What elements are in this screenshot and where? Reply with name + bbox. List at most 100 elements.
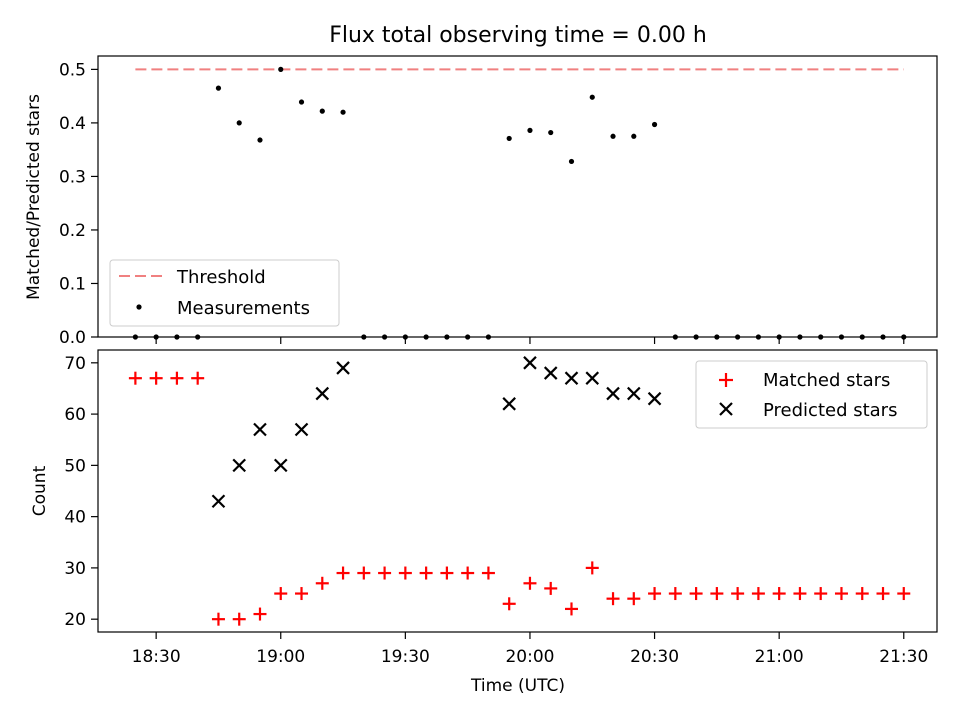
matched-star-point <box>564 602 578 616</box>
predicted-star-point <box>606 386 620 401</box>
bottom-x-tick-label: 21:30 <box>879 647 928 667</box>
bottom-axes-frame <box>97 349 938 633</box>
matched-star-point <box>232 612 246 626</box>
measurement-point <box>631 133 637 139</box>
predicted-star-point <box>585 371 600 385</box>
measurement-point <box>568 158 575 165</box>
matched-star-point <box>814 587 828 601</box>
x-axis-label: Time (UTC) <box>470 676 565 696</box>
top-y-tick-label: 0.0 <box>59 328 86 348</box>
measurement-point <box>610 133 616 139</box>
bottom-x-tick-label: 20:30 <box>630 647 679 667</box>
bottom-y-tick-label: 70 <box>64 354 86 374</box>
matched-star-point <box>149 371 163 385</box>
matched-star-point <box>855 587 869 601</box>
matched-star-point <box>461 566 475 580</box>
measurement-point <box>319 108 325 114</box>
matched-star-point <box>876 587 890 601</box>
matched-star-point <box>897 587 911 601</box>
legend-measurements-label: Measurements <box>177 298 310 319</box>
bottom-y-tick-label: 50 <box>64 456 86 476</box>
matched-star-point <box>191 371 205 385</box>
matched-star-point <box>378 566 392 580</box>
predicted-star-point <box>294 422 309 437</box>
measurement-point <box>278 66 284 72</box>
top-y-tick-label: 0.5 <box>59 60 86 80</box>
bottom-legend: Matched stars Predicted stars <box>695 360 928 429</box>
chart-title: Flux total observing time = 0.00 h <box>329 23 707 48</box>
matched-star-point <box>419 566 433 580</box>
predicted-star-point <box>523 356 537 370</box>
top-y-ticks: 0.0 0.1 0.2 0.3 0.4 0.5 <box>59 60 98 348</box>
bottom-legend-box <box>695 360 928 429</box>
bottom-y-ticks: 20 30 40 50 60 70 <box>64 354 98 630</box>
matched-star-point <box>585 561 599 575</box>
matched-star-point <box>793 587 807 601</box>
matched-stars-points <box>128 371 911 626</box>
matched-star-point <box>606 592 620 606</box>
predicted-star-point <box>253 422 267 437</box>
matched-star-point <box>668 587 682 601</box>
matched-star-point <box>274 587 288 601</box>
matched-star-point <box>523 576 537 590</box>
bottom-x-tick-label: 21:00 <box>755 647 804 667</box>
matched-star-point <box>315 576 329 590</box>
bottom-x-tick-label: 18:30 <box>132 647 181 667</box>
predicted-star-point <box>315 386 330 401</box>
top-y-tick-label: 0.4 <box>59 114 86 134</box>
matched-star-point <box>710 587 724 601</box>
measurement-point <box>340 109 346 115</box>
bottom-panel: 20 30 40 50 60 70 18:30 19:00 19:30 20:00 20:30 21… <box>30 349 938 696</box>
legend-threshold-label: Threshold <box>176 267 266 288</box>
matched-star-point <box>211 612 225 626</box>
matched-star-point <box>502 597 516 611</box>
bottom-y-tick-label: 60 <box>64 405 86 425</box>
bottom-y-tick-label: 20 <box>64 610 86 630</box>
predicted-stars-points <box>211 356 662 509</box>
matched-star-point <box>689 587 703 601</box>
measurement-points <box>132 66 907 340</box>
matched-star-point <box>481 566 495 580</box>
predicted-star-point <box>543 366 558 380</box>
matched-star-point <box>398 566 412 580</box>
bottom-x-ticks: 18:30 19:00 19:30 20:00 20:30 21:00 21:30 <box>132 632 928 667</box>
measurement-point <box>651 121 658 128</box>
matched-star-point <box>544 581 558 595</box>
matched-star-point <box>834 587 848 601</box>
legend-matched-swatch <box>719 373 733 387</box>
predicted-star-point <box>211 494 226 509</box>
matched-star-point <box>751 587 765 601</box>
matched-star-point <box>295 587 309 601</box>
matched-star-point <box>731 587 745 601</box>
legend-measurements-swatch <box>136 304 142 310</box>
matched-star-point <box>128 371 142 385</box>
measurement-point <box>548 129 554 136</box>
predicted-star-point <box>336 361 350 375</box>
predicted-star-point <box>232 458 246 473</box>
legend-matched-label: Matched stars <box>763 370 890 391</box>
top-y-tick-label: 0.1 <box>59 274 86 294</box>
matched-star-point <box>440 566 454 580</box>
predicted-star-point <box>564 371 579 385</box>
predicted-star-point <box>627 386 641 401</box>
measurement-point <box>506 135 512 142</box>
bottom-y-axis-label: Count <box>30 465 50 516</box>
matched-star-point <box>357 566 371 580</box>
top-legend: Threshold Measurements <box>109 259 340 327</box>
matched-star-point <box>772 587 786 601</box>
legend-predicted-label: Predicted stars <box>763 400 897 421</box>
measurement-point <box>257 137 263 143</box>
top-legend-box <box>109 259 340 327</box>
measurement-point <box>236 120 242 126</box>
top-y-tick-label: 0.3 <box>59 167 86 187</box>
measurement-point <box>589 94 595 100</box>
matched-star-point <box>648 587 662 601</box>
top-axes-frame <box>97 55 938 338</box>
measurement-point <box>527 127 533 133</box>
matched-star-point <box>627 592 641 606</box>
matched-star-point <box>336 566 350 580</box>
predicted-star-point <box>647 391 662 406</box>
bottom-x-tick-label: 19:00 <box>256 647 305 667</box>
